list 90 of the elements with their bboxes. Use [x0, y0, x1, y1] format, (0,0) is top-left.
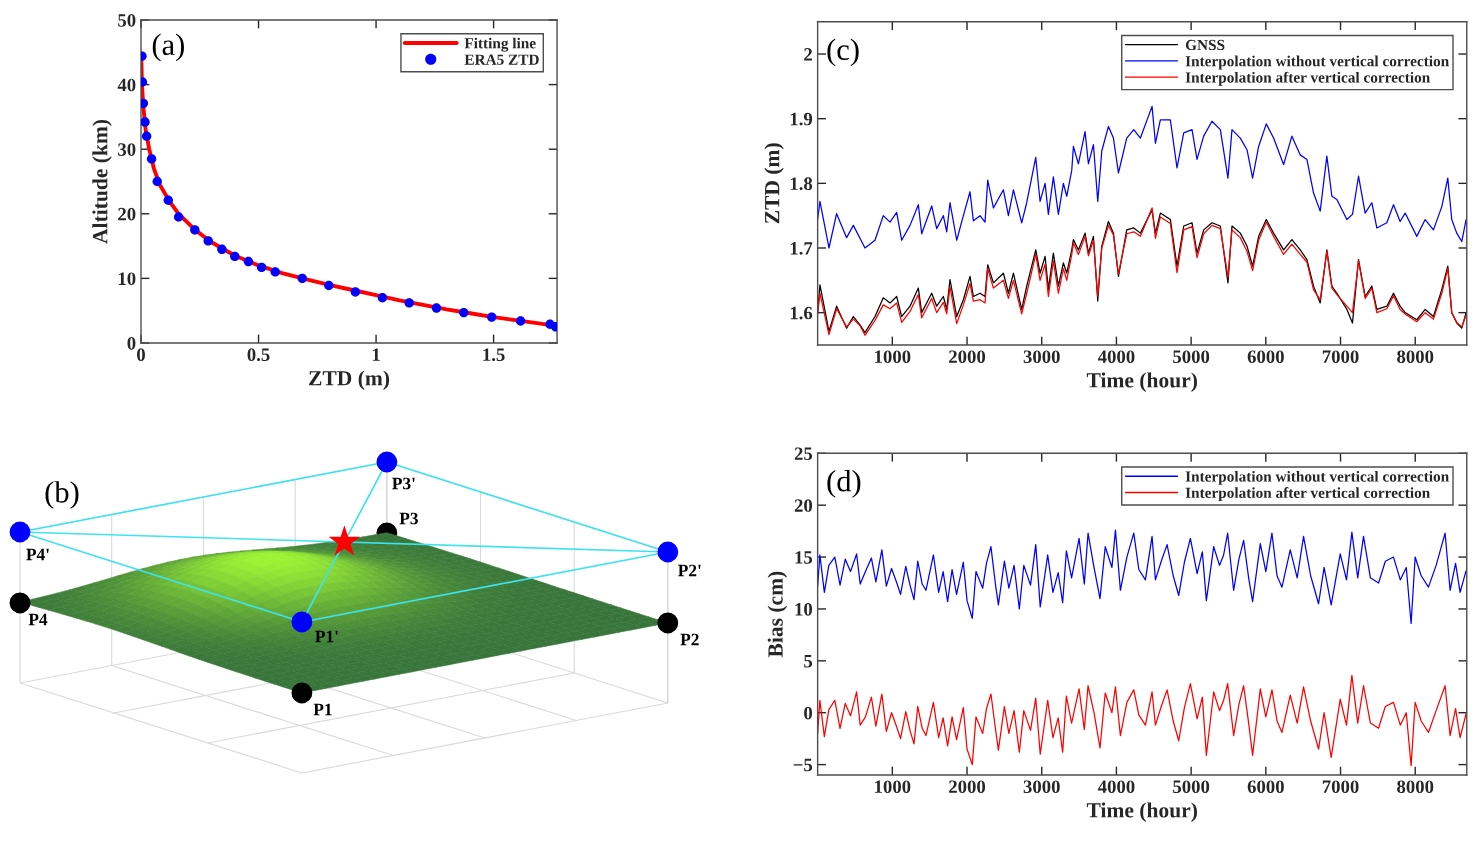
- point: [350, 287, 361, 297]
- point: [431, 303, 442, 313]
- text: P3: [399, 512, 418, 525]
- annotation: (a): [152, 33, 184, 62]
- x-tick-label: 6000: [1247, 350, 1284, 364]
- y-tick-label: 50: [118, 14, 136, 27]
- point: [324, 280, 334, 291]
- text: (b): [45, 481, 79, 509]
- point: [404, 298, 414, 308]
- text: P1: [313, 703, 332, 716]
- legend-label: Interpolation after vertical correction: [1185, 487, 1430, 502]
- x-tick-label: 7000: [1322, 350, 1359, 364]
- point: [270, 267, 280, 277]
- x-tick-label: 1: [372, 348, 380, 361]
- x-axis-title: Time (hour): [1086, 372, 1197, 392]
- y-axis-title: Bias (cm): [767, 571, 788, 658]
- y-tick-label: 10: [795, 602, 813, 616]
- point: [141, 117, 150, 127]
- x-axis-title: ZTD (m): [309, 370, 390, 390]
- y-axis-title: Altitude (km): [92, 119, 112, 244]
- annotation: (c): [827, 38, 859, 67]
- point: [141, 98, 149, 109]
- legend-label: Interpolation without vertical correction: [1185, 55, 1449, 70]
- text: P3': [392, 477, 415, 490]
- x-tick-label: 8000: [1397, 780, 1434, 794]
- x-tick-label: 3000: [1023, 350, 1060, 364]
- point: [230, 251, 240, 262]
- legend-label: Fitting line: [464, 37, 536, 52]
- y-tick-label: 1.8: [790, 177, 813, 191]
- y-tick-label: 20: [794, 499, 813, 512]
- x-tick-label: 0.5: [247, 348, 270, 362]
- x-tick-label: 1000: [875, 350, 911, 364]
- y-tick-label: −5: [793, 758, 813, 772]
- y-tick-label: 40: [117, 78, 136, 92]
- point: [459, 307, 469, 318]
- annotation: (d): [827, 470, 861, 498]
- point: [297, 273, 307, 284]
- x-tick-label: 4000: [1097, 350, 1135, 364]
- point: [550, 322, 558, 332]
- x-tick-label: 4000: [1097, 780, 1135, 794]
- y-axis-title: ZTD (m): [764, 143, 784, 224]
- y-tick-label: 30: [118, 143, 136, 156]
- x-tick-label: 2000: [949, 350, 986, 364]
- point: [256, 262, 267, 273]
- y-tick-label: 2: [804, 48, 812, 61]
- y-tick-label: 5: [804, 655, 813, 668]
- x-tick-label: 5000: [1173, 350, 1210, 364]
- y-tick-label: 0: [804, 706, 813, 720]
- point: [515, 316, 526, 326]
- x-axis-title: Time (hour): [1086, 802, 1197, 822]
- y-tick-label: 20: [118, 207, 136, 221]
- y-tick-label: 25: [794, 447, 813, 460]
- legend-label: ERA5 ZTD: [464, 54, 539, 65]
- y-tick-label: 10: [118, 272, 136, 286]
- point: [487, 312, 497, 322]
- line-series: [817, 529, 1467, 625]
- y-tick-label: 15: [795, 551, 813, 564]
- x-tick-label: 0: [137, 348, 145, 362]
- text: P1': [315, 630, 338, 643]
- x-tick-label: 7000: [1322, 780, 1359, 794]
- x-tick-label: 2000: [949, 780, 986, 794]
- point: [141, 131, 152, 141]
- legend-label: Interpolation without vertical correction: [1185, 470, 1449, 485]
- point: [243, 256, 254, 267]
- x-tick-label: 6000: [1247, 780, 1284, 794]
- y-tick-label: 0: [127, 337, 136, 350]
- point: [377, 293, 388, 303]
- x-tick-label: 1000: [875, 780, 911, 794]
- y-tick-label: 1.9: [790, 112, 813, 126]
- line-series: [817, 674, 1467, 767]
- text: P4': [26, 548, 49, 561]
- line-series: [817, 105, 1467, 249]
- x-tick-label: 3000: [1023, 780, 1060, 794]
- text: P2': [678, 564, 701, 577]
- point: [146, 154, 157, 164]
- legend-label: GNSS: [1185, 39, 1225, 51]
- point: [203, 236, 213, 246]
- point: [190, 225, 200, 235]
- x-tick-label: 5000: [1173, 780, 1210, 794]
- point: [217, 244, 227, 255]
- text: P4: [28, 613, 48, 626]
- point: [163, 195, 173, 205]
- point: [173, 212, 184, 222]
- y-tick-label: 1.6: [790, 306, 813, 320]
- x-tick-label: 8000: [1397, 350, 1434, 364]
- y-tick-label: 1.7: [790, 242, 813, 255]
- legend-label: Interpolation after vertical correction: [1185, 71, 1430, 86]
- x-tick-label: 1.5: [483, 348, 505, 362]
- point: [152, 176, 162, 187]
- text: P2: [680, 633, 699, 646]
